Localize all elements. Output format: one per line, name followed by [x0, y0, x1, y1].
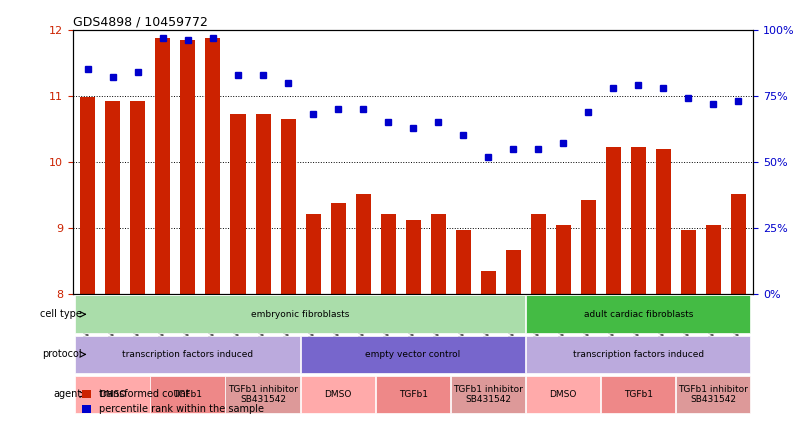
Bar	[680, 230, 696, 294]
Bar	[431, 214, 446, 294]
Bar	[330, 203, 346, 294]
Bar	[505, 250, 521, 294]
Bar	[105, 101, 121, 294]
Bar	[731, 194, 746, 294]
FancyBboxPatch shape	[301, 335, 525, 373]
Legend: transformed count, percentile rank within the sample: transformed count, percentile rank withi…	[78, 385, 268, 418]
Bar	[706, 225, 721, 294]
Text: DMSO: DMSO	[100, 390, 126, 399]
Text: DMSO: DMSO	[549, 390, 577, 399]
Bar	[656, 149, 671, 294]
Bar	[581, 201, 595, 294]
Text: GDS4898 / 10459772: GDS4898 / 10459772	[73, 16, 208, 28]
Text: embryonic fibroblasts: embryonic fibroblasts	[251, 310, 350, 319]
Bar	[455, 230, 471, 294]
FancyBboxPatch shape	[75, 376, 150, 413]
FancyBboxPatch shape	[301, 376, 375, 413]
Bar	[280, 119, 296, 294]
Bar	[480, 271, 496, 294]
Bar	[531, 214, 546, 294]
Bar	[606, 147, 620, 294]
FancyBboxPatch shape	[75, 295, 525, 333]
FancyBboxPatch shape	[526, 376, 600, 413]
FancyBboxPatch shape	[376, 376, 450, 413]
Text: TGFb1: TGFb1	[173, 390, 202, 399]
Text: TGFb1: TGFb1	[399, 390, 428, 399]
Bar	[255, 114, 271, 294]
FancyBboxPatch shape	[601, 376, 676, 413]
FancyBboxPatch shape	[225, 376, 300, 413]
Text: cell type: cell type	[40, 309, 82, 319]
Bar	[556, 225, 571, 294]
Bar	[305, 214, 321, 294]
Text: TGFb1 inhibitor
SB431542: TGFb1 inhibitor SB431542	[678, 385, 748, 404]
Bar	[130, 101, 146, 294]
Text: DMSO: DMSO	[324, 390, 352, 399]
FancyBboxPatch shape	[450, 376, 525, 413]
Bar	[80, 97, 96, 294]
Bar	[406, 220, 420, 294]
Text: TGFb1: TGFb1	[624, 390, 653, 399]
Text: agent: agent	[53, 390, 82, 399]
Bar	[231, 114, 245, 294]
FancyBboxPatch shape	[526, 335, 750, 373]
Text: transcription factors induced: transcription factors induced	[573, 350, 704, 359]
Bar	[356, 194, 370, 294]
Bar	[631, 147, 646, 294]
FancyBboxPatch shape	[75, 335, 300, 373]
Text: TGFb1 inhibitor
SB431542: TGFb1 inhibitor SB431542	[228, 385, 298, 404]
Bar	[156, 38, 170, 294]
FancyBboxPatch shape	[676, 376, 750, 413]
Text: transcription factors induced: transcription factors induced	[122, 350, 254, 359]
Text: empty vector control: empty vector control	[365, 350, 461, 359]
Bar	[181, 39, 195, 294]
Bar	[381, 214, 395, 294]
Bar	[206, 38, 220, 294]
Text: protocol: protocol	[42, 349, 82, 360]
FancyBboxPatch shape	[526, 295, 750, 333]
Text: TGFb1 inhibitor
SB431542: TGFb1 inhibitor SB431542	[454, 385, 523, 404]
Text: adult cardiac fibroblasts: adult cardiac fibroblasts	[583, 310, 693, 319]
FancyBboxPatch shape	[151, 376, 225, 413]
